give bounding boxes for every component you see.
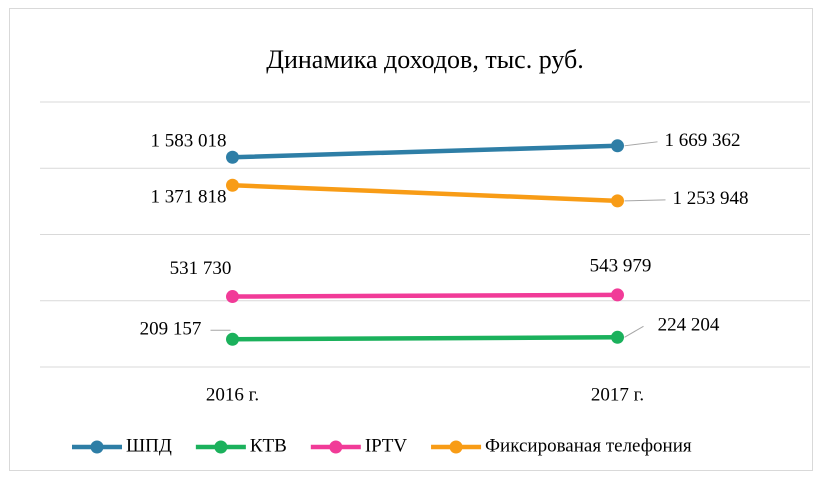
- legend-marker: [90, 440, 104, 454]
- point-marker: [226, 178, 239, 192]
- point-marker: [226, 150, 239, 164]
- point-marker: [226, 290, 239, 304]
- data-label: 1 253 948: [673, 188, 749, 209]
- series-line: [230, 292, 620, 299]
- data-label: 209 157: [140, 319, 202, 340]
- series-line: [230, 143, 620, 160]
- point-marker: [611, 288, 624, 302]
- data-label: 543 979: [590, 255, 652, 276]
- x-tick-label: 2017 г.: [591, 384, 644, 405]
- series-line: [230, 182, 620, 204]
- point-marker: [611, 194, 624, 208]
- legend-label: IPTV: [365, 435, 408, 456]
- data-label: 224 204: [658, 315, 720, 336]
- legend-marker: [214, 440, 228, 454]
- legend-label: Фиксированая телефония: [485, 435, 692, 456]
- legend-marker: [449, 440, 463, 454]
- series-line: [230, 335, 620, 342]
- x-tick-label: 2016 г.: [206, 384, 259, 405]
- data-label: 531 730: [170, 258, 232, 279]
- legend-marker: [329, 440, 343, 454]
- leader-line: [624, 199, 666, 202]
- data-label: 1 371 818: [151, 187, 227, 208]
- chart-frame: [9, 8, 813, 471]
- point-marker: [611, 330, 624, 344]
- legend-label: КТВ: [250, 435, 287, 456]
- chart-title: Динамика доходов, тыс. руб.: [266, 45, 584, 74]
- data-label: 1 583 018: [151, 131, 227, 152]
- point-marker: [611, 139, 624, 153]
- legend-label: ШПД: [126, 435, 172, 456]
- data-label: 1 669 362: [665, 130, 741, 151]
- point-marker: [226, 332, 239, 346]
- leader-line: [624, 325, 644, 338]
- leader-line: [624, 141, 658, 147]
